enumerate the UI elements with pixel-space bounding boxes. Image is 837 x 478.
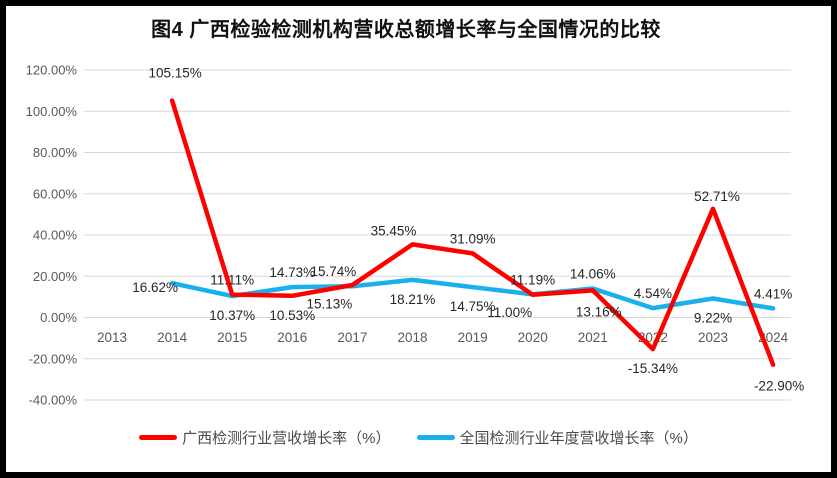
- chart-title: 图4 广西检验检测机构营收总额增长率与全国情况的比较: [151, 19, 661, 41]
- guangxi-data-labels: 105.15% 11.11% 10.53% 15.74% 35.45% 31.09% 11.…: [148, 66, 804, 394]
- data-label: 9.22%: [694, 311, 732, 326]
- chart-legend: 广西检测行业营收增长率（%） 全国检测行业年度营收增长率（%）: [6, 427, 831, 448]
- x-tick-label: 2013: [97, 330, 127, 345]
- y-tick-label: 100.00%: [26, 104, 78, 119]
- x-tick-label: 2018: [397, 330, 427, 345]
- data-label: -22.90%: [754, 379, 804, 394]
- y-tick-label: 60.00%: [33, 186, 78, 201]
- data-label: 14.06%: [570, 267, 616, 282]
- y-tick-label: 40.00%: [33, 228, 78, 243]
- data-label: 11.00%: [487, 305, 532, 320]
- data-label: 4.54%: [634, 286, 672, 301]
- x-tick-label: 2019: [458, 330, 488, 345]
- x-tick-label: 2014: [157, 330, 188, 345]
- data-label: 13.16%: [576, 304, 622, 319]
- x-tick-label: 2015: [217, 330, 247, 345]
- data-label: -15.34%: [628, 361, 678, 376]
- x-axis-tick-labels: 2013 2014 2015 2016 2017 2018 2019 2020 2021 2022…: [97, 330, 789, 345]
- guangxi-series-line: [169, 98, 776, 367]
- x-tick-label: 2020: [518, 330, 548, 345]
- y-tick-label: 80.00%: [33, 145, 78, 160]
- data-label: 16.62%: [132, 280, 178, 295]
- chart-canvas: 图4 广西检验检测机构营收总额增长率与全国情况的比较 -40.00% -20.00…: [6, 6, 831, 472]
- data-label: 14.75%: [450, 299, 496, 314]
- data-label: 4.41%: [754, 286, 792, 301]
- data-label: 10.53%: [269, 308, 315, 323]
- y-tick-label: 0.00%: [40, 310, 77, 325]
- data-label: 35.45%: [371, 223, 417, 238]
- y-axis-tick-labels: -40.00% -20.00% 0.00% 20.00% 40.00% 60.00% 80.…: [26, 63, 78, 408]
- x-tick-label: 2021: [578, 330, 608, 345]
- legend-item-guangxi: 广西检测行业营收增长率（%）: [139, 427, 391, 448]
- y-tick-label: -40.00%: [29, 393, 78, 408]
- legend-label-guangxi: 广西检测行业营收增长率（%）: [182, 430, 391, 447]
- x-tick-label: 2017: [337, 330, 367, 345]
- x-tick-label: 2023: [698, 330, 728, 345]
- data-label: 11.11%: [210, 273, 254, 288]
- legend-item-national: 全国检测行业年度营收增长率（%）: [416, 427, 698, 448]
- data-label: 10.37%: [209, 308, 255, 323]
- y-tick-label: 20.00%: [33, 269, 78, 284]
- x-tick-label: 2016: [277, 330, 307, 345]
- blue-line-marker: [416, 435, 455, 440]
- data-label: 52.71%: [694, 189, 740, 204]
- y-tick-label: 120.00%: [26, 63, 78, 78]
- y-gridlines: [84, 69, 791, 401]
- data-label: 105.15%: [148, 66, 201, 81]
- line-chart-plot: -40.00% -20.00% 0.00% 20.00% 40.00% 60.00% 80.…: [26, 63, 805, 408]
- y-tick-label: -20.00%: [29, 351, 78, 366]
- red-line-marker: [139, 435, 178, 440]
- data-label: 14.73%: [269, 265, 315, 280]
- data-label: 11.19%: [510, 272, 555, 287]
- data-label: 15.74%: [311, 264, 357, 279]
- data-label: 31.09%: [450, 231, 496, 246]
- data-label: 18.21%: [390, 292, 436, 307]
- legend-label-national: 全国检测行业年度营收增长率（%）: [459, 430, 698, 447]
- data-label: 15.13%: [307, 296, 353, 311]
- national-data-labels: 16.62% 10.37% 14.73% 15.13% 18.21% 14.75% 11.1…: [132, 265, 792, 325]
